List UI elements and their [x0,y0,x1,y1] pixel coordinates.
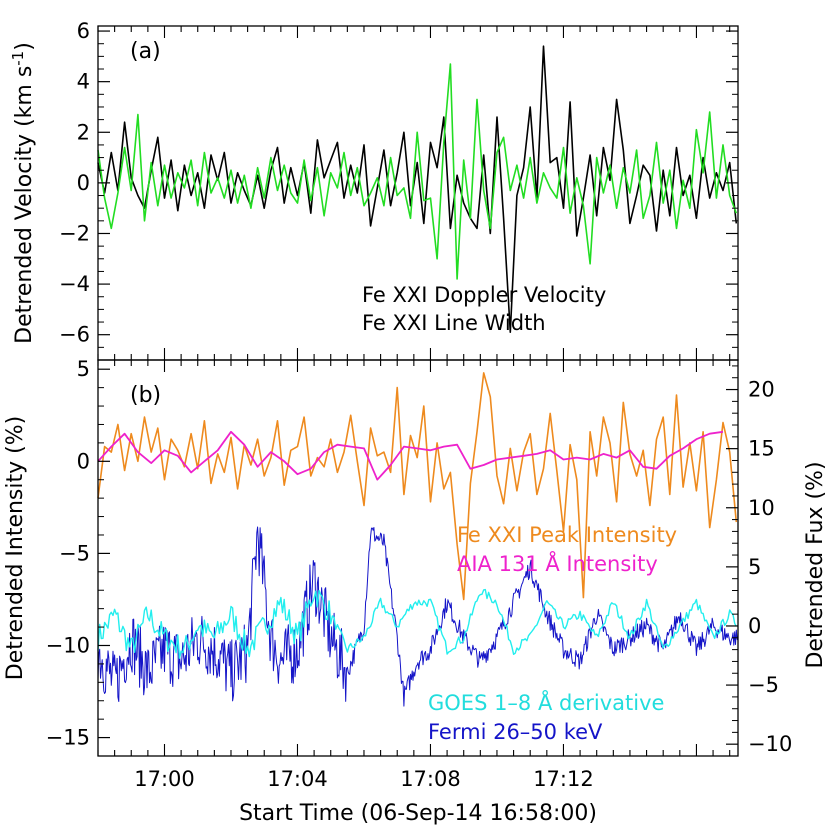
panel-a-ticks: 6 4 2 0 −2 −4 −6 [59,19,738,361]
b-ytick-label: 0 [77,449,90,473]
panel-b-y2label: Detrended Fux (%) [803,461,828,668]
panel-b: 5 0 −5 −10 −15 20 15 10 5 0 −5 −10 17:00 17:04 17:08 17… [3,357,828,826]
a-ytick-label: 0 [77,171,90,195]
series-fermi [97,526,739,707]
b-ytick-label: −5 [59,541,90,565]
b-y2tick-label: −5 [748,673,779,697]
xtick-label: 17:00 [134,767,195,791]
b-y2tick-label: −10 [748,732,792,756]
x-axis-label: Start Time (06-Sep-14 16:58:00) [239,801,597,826]
series-peak-intensity [97,372,738,601]
a-ytick-label: 4 [77,70,90,94]
legend-line-width: Fe XXI Line Width [362,311,546,335]
panel-b-ylabel: Detrended Intensity (%) [3,416,28,680]
legend-doppler-velocity: Fe XXI Doppler Velocity [362,283,606,307]
panel-a-series [97,45,738,333]
panel-b-ticks: 5 0 −5 −10 −15 20 15 10 5 0 −5 −10 17:00 17:04 17:08 17… [46,357,793,791]
legend-peak-intensity: Fe XXI Peak Intensity [457,523,677,547]
b-y2tick-label: 0 [748,614,761,638]
series-goes-derivative [97,588,737,659]
xtick-label: 17:12 [533,767,594,791]
legend-goes-derivative: GOES 1–8 Å derivative [428,689,664,715]
a-ytick-label: −4 [59,272,90,296]
b-y2tick-label: 20 [748,378,775,402]
panel-a-ylabel: Detrended Velocity (km s-1) [9,42,37,344]
series-doppler-velocity [97,45,738,333]
a-ytick-label: −6 [59,323,90,347]
panel-a: 6 4 2 0 −2 −4 −6 (a) Detrended Velocity (km s-… [9,19,739,361]
xtick-label: 17:04 [267,767,328,791]
panel-b-series [97,372,739,707]
panel-a-label: (a) [130,39,161,64]
series-aia-intensity [97,430,724,481]
series-line-width [97,63,738,280]
legend-aia-intensity: AIA 131 Å Intensity [457,550,658,576]
a-ytick-label: −2 [59,221,90,245]
xtick-label: 17:08 [400,767,461,791]
b-ytick-label: −10 [46,633,90,657]
b-ytick-label: 5 [77,357,90,381]
a-ytick-label: 2 [77,120,90,144]
a-ytick-label: 6 [77,19,90,43]
b-ytick-label: −15 [46,726,90,750]
b-y2tick-label: 10 [748,496,775,520]
panel-b-label: (b) [130,383,161,408]
panel-b-frame [97,359,739,757]
legend-fermi: Fermi 26–50 keV [428,720,603,744]
b-y2tick-label: 5 [748,555,761,579]
b-y2tick-label: 15 [748,437,775,461]
